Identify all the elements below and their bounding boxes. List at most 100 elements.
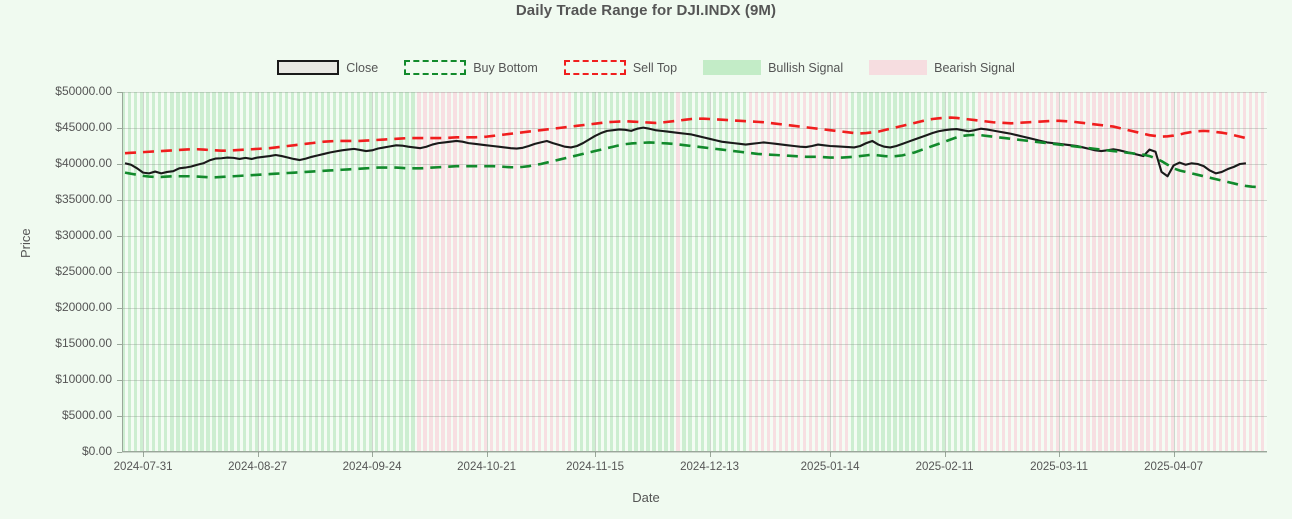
bearish-signal-band [1176,92,1180,452]
bearish-signal-band [1158,92,1162,452]
bullish-signal-band [851,92,855,452]
bearish-signal-band [1152,92,1156,452]
bullish-signal-band [724,92,728,452]
legend-item-sell[interactable]: Sell Top [563,60,677,75]
bullish-signal-band [387,92,391,452]
bearish-signal-band [815,92,819,452]
bearish-signal-band [676,92,680,452]
x-axis-tick-mark [595,452,597,457]
bullish-signal-band [411,92,415,452]
bearish-signal-band [513,92,518,452]
bullish-signal-band [206,92,210,452]
y-axis-tick-label: $45000.00 [55,120,112,134]
bullish-signal-band [290,92,295,452]
legend-swatch-sell-top [563,60,626,75]
bullish-signal-band [320,92,325,452]
y-axis-tick-label: $15000.00 [55,336,112,350]
bearish-signal-band [1200,92,1205,452]
bearish-signal-band [1001,92,1006,452]
bullish-signal-band [140,92,144,452]
bearish-signal-band [1218,92,1223,452]
bullish-signal-band [911,92,915,452]
legend-item-bear[interactable]: Bearish Signal [869,60,1015,75]
bearish-signal-band [507,92,511,452]
x-axis-tick-label: 2025-01-14 [800,461,860,473]
x-axis-tick-mark [372,452,374,457]
bullish-signal-band [260,92,264,452]
y-axis-tick-mark [117,380,122,381]
bullish-signal-band [857,92,861,452]
legend-label: Close [346,60,379,75]
bearish-signal-band [1098,92,1102,452]
bearish-signal-band [1044,92,1048,452]
bearish-signal-band [766,92,771,452]
bearish-signal-band [453,92,457,452]
bearish-signal-band [429,92,433,452]
bullish-signal-band [658,92,662,452]
bullish-signal-band [887,92,891,452]
bearish-signal-band [995,92,1000,452]
signal-bands [122,92,1267,452]
bearish-signal-band [983,92,988,452]
bullish-signal-band [393,92,397,452]
bullish-signal-band [628,92,632,452]
bullish-signal-band [730,92,734,452]
bullish-signal-band [899,92,903,452]
bullish-signal-band [863,92,867,452]
y-axis-tick-label: $5000.00 [61,408,112,422]
x-axis-tick-label: 2024-08-27 [228,461,287,473]
bullish-signal-band [700,92,704,452]
y-axis-tick-mark [117,128,122,129]
legend-label: Bearish Signal [934,60,1015,75]
bullish-signal-band [363,92,367,452]
x-axis-tick-mark [709,452,711,457]
bearish-signal-band [543,92,548,452]
bullish-signal-band [953,92,957,452]
bullish-signal-band [278,92,282,452]
bullish-signal-band [652,92,656,452]
y-axis-tick-mark [117,416,122,417]
bearish-signal-band [1236,92,1241,452]
legend-item-bull[interactable]: Bullish Signal [703,60,843,75]
bearish-signal-band [1104,92,1108,452]
bearish-signal-band [1031,92,1036,452]
bullish-signal-band [266,92,270,452]
bullish-signal-band [935,92,939,452]
bullish-signal-band [146,92,150,452]
bullish-signal-band [381,92,385,452]
bearish-signal-band [796,92,801,452]
x-axis-tick-mark [257,452,259,457]
bearish-signal-band [435,92,439,452]
bullish-signal-band [941,92,945,452]
bullish-signal-band [682,92,686,452]
bullish-signal-band [598,92,602,452]
bullish-signal-band [917,92,921,452]
bearish-signal-band [977,92,982,452]
bearish-signal-band [1007,92,1012,452]
bullish-signal-band [338,92,343,452]
bearish-signal-band [537,92,542,452]
legend-item-buy[interactable]: Buy Bottom [404,60,538,75]
bullish-signal-band [122,92,126,452]
x-axis-title: Date [632,490,660,505]
legend-item-close[interactable]: Close [277,60,378,75]
chart-title: Daily Trade Range for DJI.INDX (9M) [515,2,777,19]
bearish-signal-band [802,92,807,452]
buy-bottom-line [125,135,1258,187]
bullish-signal-band [212,92,216,452]
bullish-signal-band [332,92,337,452]
bullish-signal-band [399,92,403,452]
bearish-signal-band [1056,92,1060,452]
bearish-signal-band [1074,92,1078,452]
y-axis-tick-mark [117,344,122,345]
y-axis-tick-mark [117,272,122,273]
bullish-signal-band [375,92,379,452]
bearish-signal-band [821,92,825,452]
bullish-signal-band [881,92,885,452]
x-axis-line [122,451,1267,452]
bearish-signal-band [1224,92,1229,452]
y-axis-tick-mark [117,92,122,93]
x-axis-tick-label: 2024-12-13 [680,461,739,473]
bullish-signal-band [971,92,976,452]
